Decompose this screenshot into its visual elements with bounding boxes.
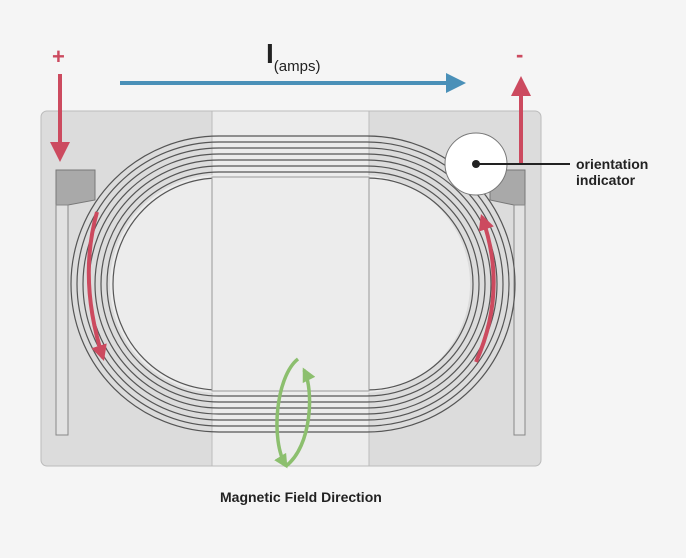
orientation-label-line1: orientation (576, 156, 649, 172)
magnetic-field-label: Magnetic Field Direction (220, 489, 382, 505)
core-window (211, 176, 370, 392)
orientation-label-line2: indicator (576, 172, 636, 188)
negative-terminal-label: - (516, 42, 524, 67)
left-current-flow-arrow (86, 211, 107, 362)
positive-terminal-label: + (52, 44, 65, 69)
orientation-indicator-label: orientation indicator (576, 156, 648, 188)
circular-arrow-icon (274, 357, 316, 469)
current-label: I(amps) (266, 38, 320, 75)
right-current-flow-arrow (474, 213, 496, 363)
current-symbol: I (266, 38, 274, 69)
right-terminal-channel (513, 204, 526, 436)
left-terminal-channel (55, 204, 69, 436)
current-unit: (amps) (273, 58, 321, 75)
